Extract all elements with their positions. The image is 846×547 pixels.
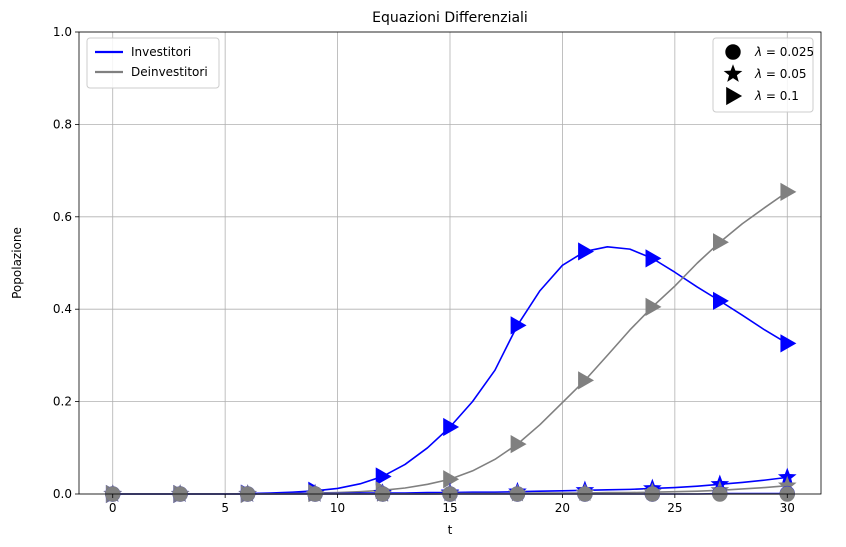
data-point-investitori-triangle (645, 249, 662, 268)
x-tick-label: 30 (780, 501, 795, 515)
data-point-deinvestitori-triangle (780, 182, 797, 201)
x-axis-ticks: 0 5 10 15 20 25 30 (109, 494, 795, 515)
y-tick-label: 0.0 (53, 487, 72, 501)
legend-series: Investitori Deinvestitori (86, 37, 220, 89)
data-point-investitori-triangle (510, 316, 527, 335)
y-tick-label: 0.4 (53, 302, 72, 316)
x-tick-label: 15 (442, 501, 457, 515)
data-point-deinvestitori-triangle (712, 233, 729, 252)
x-tick-label: 25 (667, 501, 682, 515)
y-axis-label: Popolazione (10, 227, 24, 299)
legend-marker-star (723, 64, 743, 82)
data-point-deinvestitori-triangle (443, 470, 460, 489)
legend-label-circle: λ = 0.025 (754, 45, 814, 59)
data-point-deinvestitori-star (777, 475, 797, 494)
data-point-investitori-triangle (578, 242, 595, 261)
data-point-deinvestitori-triangle (578, 371, 595, 390)
x-tick-label: 20 (555, 501, 570, 515)
legend-label-investitori: Investitori (131, 45, 191, 59)
legend-marker-triangle (726, 86, 743, 106)
data-point-investitori-triangle (443, 417, 460, 437)
x-axis-label: t (448, 523, 453, 537)
x-tick-label: 10 (330, 501, 345, 515)
data-point-investitori-triangle (780, 334, 797, 353)
y-tick-label: 0.2 (53, 395, 72, 409)
data-point-deinvestitori-triangle (645, 297, 662, 316)
x-tick-label: 5 (221, 501, 229, 515)
legend-marker-circle (725, 44, 741, 60)
data-point-investitori-triangle (375, 467, 392, 486)
chart-title: Equazioni Differenziali (372, 10, 528, 26)
legend-label-deinvestitori: Deinvestitori (131, 65, 208, 79)
data-point-deinvestitori-triangle (510, 435, 527, 454)
legend-label-star: λ = 0.05 (754, 67, 807, 81)
y-tick-label: 0.8 (53, 117, 72, 131)
y-tick-label: 0.6 (53, 210, 72, 224)
y-axis-ticks: 0.0 0.2 0.4 0.6 0.8 1.0 (53, 25, 79, 501)
data-point-investitori-triangle (712, 291, 729, 310)
x-tick-label: 0 (109, 501, 117, 515)
legend-label-triangle: λ = 0.1 (754, 89, 799, 103)
y-tick-label: 1.0 (53, 25, 72, 39)
legend-markers: λ = 0.025 λ = 0.05 λ = 0.1 (712, 37, 814, 113)
legend-series-box (86, 37, 220, 89)
